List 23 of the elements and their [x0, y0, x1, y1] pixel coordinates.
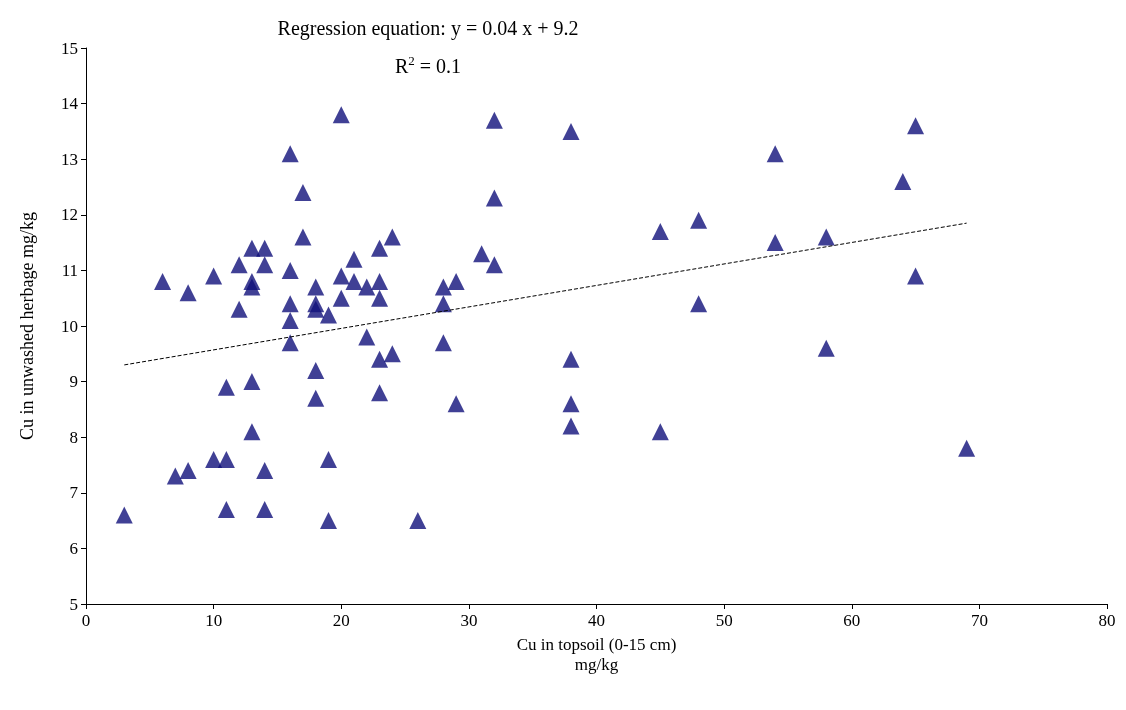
y-tick-label: 12	[61, 205, 78, 225]
x-tick-label: 20	[332, 611, 350, 630]
x-axis-title: Cu in topsoil (0-15 cm) mg/kg	[516, 634, 677, 674]
y-tick-label: 7	[69, 483, 79, 503]
y-tick-label: 8	[69, 427, 78, 447]
x-tick-label: 0	[81, 611, 91, 630]
y-tick-label: 6	[69, 538, 78, 558]
x-tick-label: 10	[205, 611, 223, 630]
x-tick-label: 30	[460, 611, 478, 630]
y-tick-label: 13	[61, 149, 78, 169]
y-tick-label: 10	[61, 316, 78, 336]
y-tick-label: 9	[69, 372, 78, 392]
x-tick-label: 70	[970, 611, 988, 630]
y-tick-label: 15	[61, 38, 78, 58]
y-tick-label: 14	[61, 94, 79, 114]
y-tick-label: 11	[61, 260, 78, 280]
x-tick-label: 40	[588, 611, 605, 630]
text: Regression equation: y = 0.04 x + 9.2	[277, 17, 579, 40]
y-tick-label: 5	[69, 594, 78, 614]
x-tick-label: 60	[843, 611, 861, 630]
x-tick-label: 80	[1098, 611, 1116, 630]
y-axis-title: Cu in unwashed herbage mg/kg	[17, 212, 37, 440]
x-tick-label: 50	[715, 611, 733, 630]
